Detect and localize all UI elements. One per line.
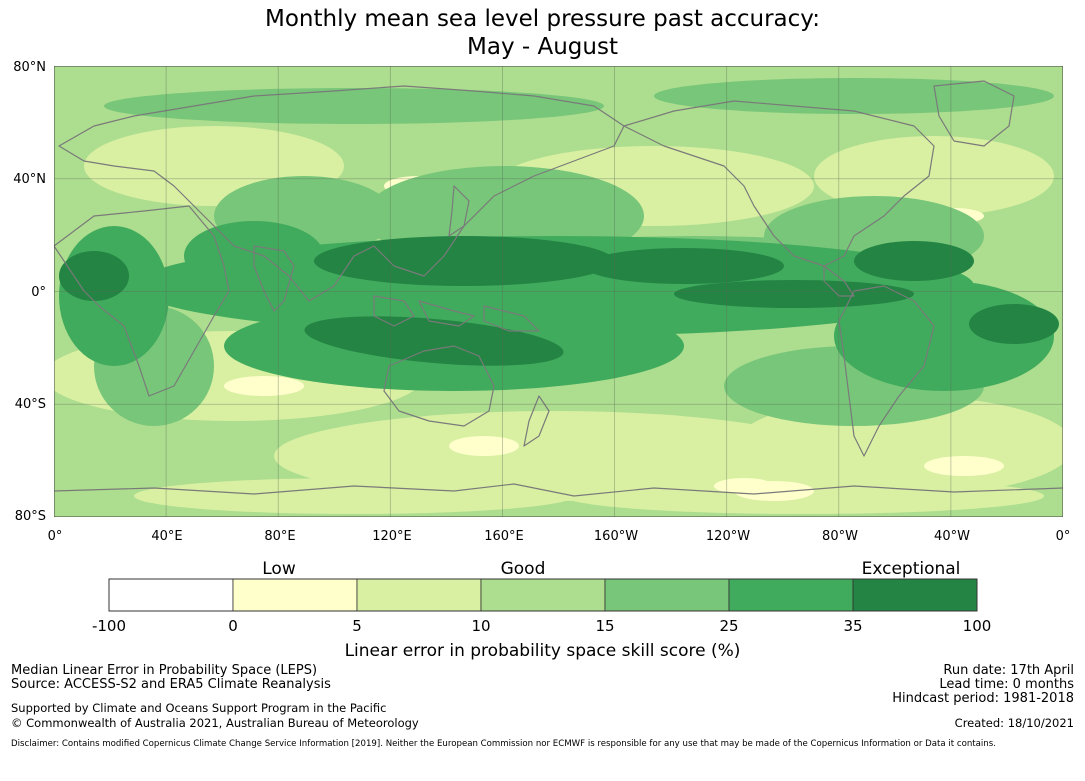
footer-disclaimer: Disclaimer: Contains modified Copernicus… [11, 739, 996, 749]
skill-region [854, 241, 974, 281]
category-exceptional: Exceptional [861, 559, 961, 579]
lon-label-0: 0° [47, 529, 63, 544]
skill-region [224, 376, 304, 396]
lon-label-160e: 160°E [484, 529, 524, 544]
footer-copyright: © Commonwealth of Australia 2021, Austra… [11, 716, 419, 730]
coastline [58, 85, 625, 302]
colorbar-cell [852, 578, 978, 612]
lon-label-80e: 80°E [264, 529, 296, 544]
coastline [373, 295, 415, 327]
lat-label-80n: 80°N [13, 60, 46, 75]
lon-label-40e: 40°E [151, 529, 183, 544]
skill-region [734, 481, 814, 501]
coastline [933, 80, 1015, 147]
skill-field [54, 78, 1063, 514]
colorbar-frame [108, 578, 978, 612]
coastline [448, 185, 470, 237]
coastline [54, 483, 1063, 497]
chart-title-line1: Monthly mean sea level pressure past acc… [265, 6, 820, 32]
colorbar-cell [108, 578, 234, 612]
skill-region [674, 280, 914, 308]
coastline [483, 305, 540, 332]
footer-lead-time: Lead time: 0 months [939, 677, 1074, 692]
lon-label-120e: 120°E [372, 529, 412, 544]
skill-region [134, 478, 574, 514]
graticule [54, 66, 1063, 517]
footer-support: Supported by Climate and Oceans Support … [11, 701, 387, 715]
category-low: Low [262, 559, 296, 579]
skill-region [969, 304, 1059, 344]
lon-label-120w: 120°W [705, 529, 751, 544]
colorbar-cell [728, 578, 854, 612]
chart-title-line2: May - August [467, 34, 618, 60]
skill-region [924, 456, 1004, 476]
skill-region [314, 236, 614, 286]
footer-hindcast-period: Hindcast period: 1981-2018 [892, 691, 1074, 706]
footer-created-date: Created: 18/10/2021 [954, 716, 1074, 730]
footer-run-date: Run date: 17th April [943, 663, 1074, 678]
cb-tick-35: 35 [843, 617, 863, 635]
lon-label-40w: 40°W [934, 529, 970, 544]
colorbar-cell [356, 578, 482, 612]
cb-tick-15: 15 [595, 617, 615, 635]
skill-region [584, 248, 784, 284]
skill-region [104, 88, 604, 124]
coastline [523, 395, 550, 447]
coastline [838, 285, 935, 457]
skill-map-canvas [54, 66, 1063, 517]
lon-label-0-right: 0° [1055, 529, 1071, 544]
footer-source: Source: ACCESS-S2 and ERA5 Climate Reana… [11, 677, 331, 692]
lat-label-80s: 80°S [14, 509, 46, 524]
category-good: Good [500, 559, 546, 579]
cb-tick-100: 100 [962, 617, 992, 635]
lat-label-40n: 40°N [13, 172, 46, 187]
cb-tick-5: 5 [352, 617, 362, 635]
coastline [623, 100, 935, 267]
lon-label-160w: 160°W [593, 529, 639, 544]
lat-label-40s: 40°S [14, 397, 46, 412]
coastline [418, 300, 475, 327]
skill-map [54, 66, 1063, 517]
colorbar-cell [480, 578, 606, 612]
coastline [253, 245, 295, 312]
coastline [54, 205, 230, 397]
cb-tick-25: 25 [719, 617, 739, 635]
coastline [823, 265, 855, 297]
colorbar [108, 578, 978, 612]
skill-region [654, 78, 1054, 114]
skill-region [449, 436, 519, 456]
skill-region [304, 316, 564, 366]
colorbar-cell [604, 578, 730, 612]
skill-region [274, 411, 834, 501]
coastline [383, 345, 495, 427]
coastlines [54, 80, 1063, 497]
skill-region [59, 251, 129, 301]
colorbar-cell [232, 578, 358, 612]
lon-label-80w: 80°W [822, 529, 858, 544]
cb-tick-10: 10 [471, 617, 491, 635]
cb-tick-minus100: -100 [91, 617, 127, 635]
colorbar-title: Linear error in probability space skill … [344, 641, 741, 661]
lat-label-equator: 0° [31, 285, 46, 300]
footer-method: Median Linear Error in Probability Space… [11, 663, 318, 678]
cb-tick-0: 0 [228, 617, 238, 635]
